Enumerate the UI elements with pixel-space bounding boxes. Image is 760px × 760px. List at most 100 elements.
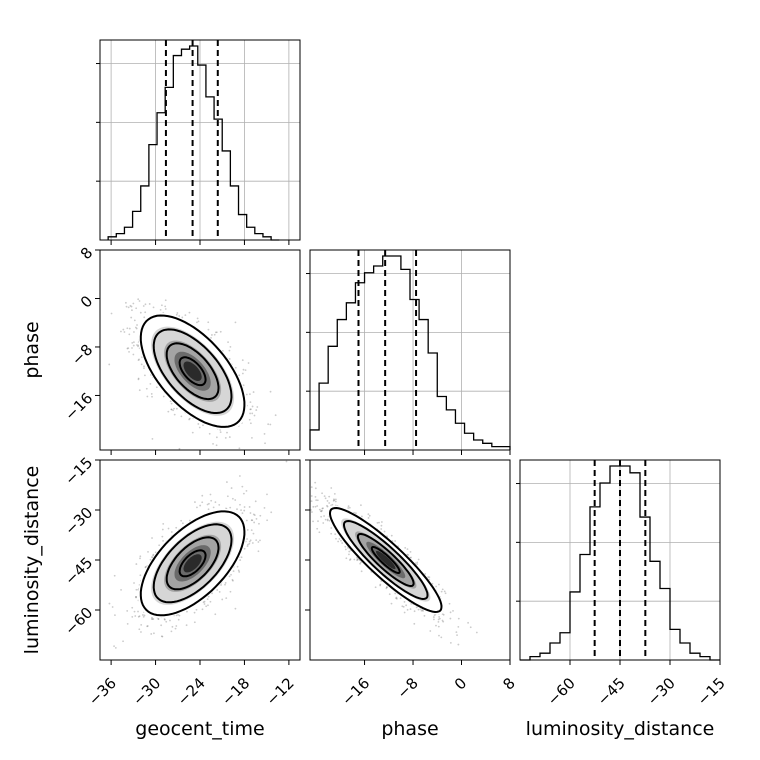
scatter-point xyxy=(347,546,349,549)
scatter-point xyxy=(150,618,153,620)
density-shade xyxy=(376,550,396,570)
scatter-point xyxy=(404,546,407,549)
scatter-point xyxy=(242,384,245,387)
scatter-point xyxy=(334,533,337,536)
scatter-point xyxy=(415,606,418,609)
scatter-point xyxy=(214,613,217,616)
scatter-point xyxy=(231,578,234,581)
scatter-point xyxy=(129,304,132,307)
scatter-point xyxy=(128,327,131,330)
scatter-point xyxy=(175,625,178,627)
scatter-point xyxy=(308,504,310,506)
scatter-point xyxy=(267,423,270,426)
scatter-point xyxy=(207,595,210,598)
scatter-point xyxy=(234,607,237,610)
scatter-point xyxy=(137,610,139,613)
scatter-point xyxy=(437,618,440,621)
scatter-point xyxy=(326,505,329,508)
scatter-point xyxy=(248,540,251,543)
scatter-point xyxy=(169,619,171,622)
scatter-point xyxy=(374,586,377,589)
scatter-point xyxy=(122,328,125,331)
scatter-point xyxy=(180,415,183,418)
scatter-point xyxy=(317,520,319,523)
scatter-point xyxy=(137,377,140,380)
scatter-point xyxy=(236,508,238,511)
scatter-point xyxy=(203,603,206,605)
scatter-point xyxy=(215,436,218,439)
scatter-point xyxy=(110,312,113,315)
scatter-point xyxy=(249,401,252,404)
scatter-point xyxy=(139,557,141,560)
scatter-point xyxy=(114,646,117,649)
scatter-point xyxy=(137,359,140,362)
x-tick-label-luminosity-distance: −60 xyxy=(544,674,579,709)
ticks-layer: −36 −30 −24 −18 −12 −16 −8 0 8 −60 −45 −30 −15−16−80… xyxy=(61,63,729,709)
scatter-point xyxy=(236,565,239,568)
scatter-point xyxy=(333,498,335,501)
scatter-point xyxy=(302,476,304,478)
scatter-point xyxy=(226,431,228,434)
contour-line-0 xyxy=(370,546,401,574)
scatter-point xyxy=(127,347,130,350)
x-tick-label-phase: 0 xyxy=(451,674,470,693)
scatter-point xyxy=(247,543,249,546)
scatter-point xyxy=(467,621,469,624)
contour-line-3 xyxy=(139,510,246,617)
scatter-point xyxy=(402,605,405,608)
scatter-point xyxy=(177,613,179,616)
scatter-point xyxy=(311,511,313,513)
x-tick-label-luminosity-distance: −30 xyxy=(644,674,679,709)
scatter-point xyxy=(264,442,266,445)
scatter-point xyxy=(175,313,178,316)
scatter-point xyxy=(376,521,379,524)
contour-line-2 xyxy=(152,328,233,414)
scatter-point xyxy=(422,610,424,612)
scatter-point xyxy=(144,566,147,568)
panel-phase-vs-geocent-time xyxy=(108,298,277,450)
scatter-point xyxy=(442,613,445,616)
scatter-point xyxy=(160,304,163,307)
scatter-point xyxy=(225,597,228,600)
scatter-point xyxy=(162,539,164,542)
scatter-point xyxy=(214,501,217,504)
scatter-point xyxy=(175,526,178,529)
scatter-point xyxy=(232,579,234,582)
scatter-point xyxy=(120,588,122,591)
scatter-point xyxy=(230,573,232,576)
scatter-point xyxy=(209,493,212,496)
scatter-point xyxy=(413,610,416,613)
scatter-point xyxy=(254,500,257,503)
scatter-point xyxy=(161,635,164,638)
scatter-point xyxy=(134,615,137,617)
scatter-point xyxy=(229,590,232,593)
scatter-point xyxy=(245,489,248,492)
scatter-point xyxy=(253,521,256,524)
scatter-point xyxy=(158,544,161,547)
y-tick-label-phase: 0 xyxy=(77,292,96,311)
scatter-point xyxy=(162,395,165,398)
scatter-point xyxy=(131,606,134,609)
scatter-point xyxy=(243,547,246,550)
scatter-point xyxy=(137,378,140,381)
scatter-point xyxy=(249,512,252,514)
scatter-point xyxy=(314,481,317,484)
scatter-point xyxy=(173,413,176,416)
y-tick-label-luminosity-distance: −15 xyxy=(61,454,96,489)
density-layer xyxy=(108,298,478,649)
scatter-point xyxy=(239,503,241,506)
scatter-point xyxy=(108,363,111,366)
scatter-point xyxy=(385,586,388,589)
scatter-point xyxy=(332,499,335,502)
scatter-point xyxy=(284,491,286,493)
scatter-point xyxy=(452,610,454,612)
scatter-point xyxy=(255,539,258,542)
scatter-point xyxy=(338,537,341,540)
scatter-point xyxy=(226,481,228,483)
scatter-point xyxy=(142,615,145,618)
scatter-point xyxy=(251,519,254,522)
scatter-point xyxy=(246,538,248,540)
scatter-point xyxy=(146,625,149,628)
histogram-phase xyxy=(309,255,511,450)
scatter-point xyxy=(440,636,443,639)
